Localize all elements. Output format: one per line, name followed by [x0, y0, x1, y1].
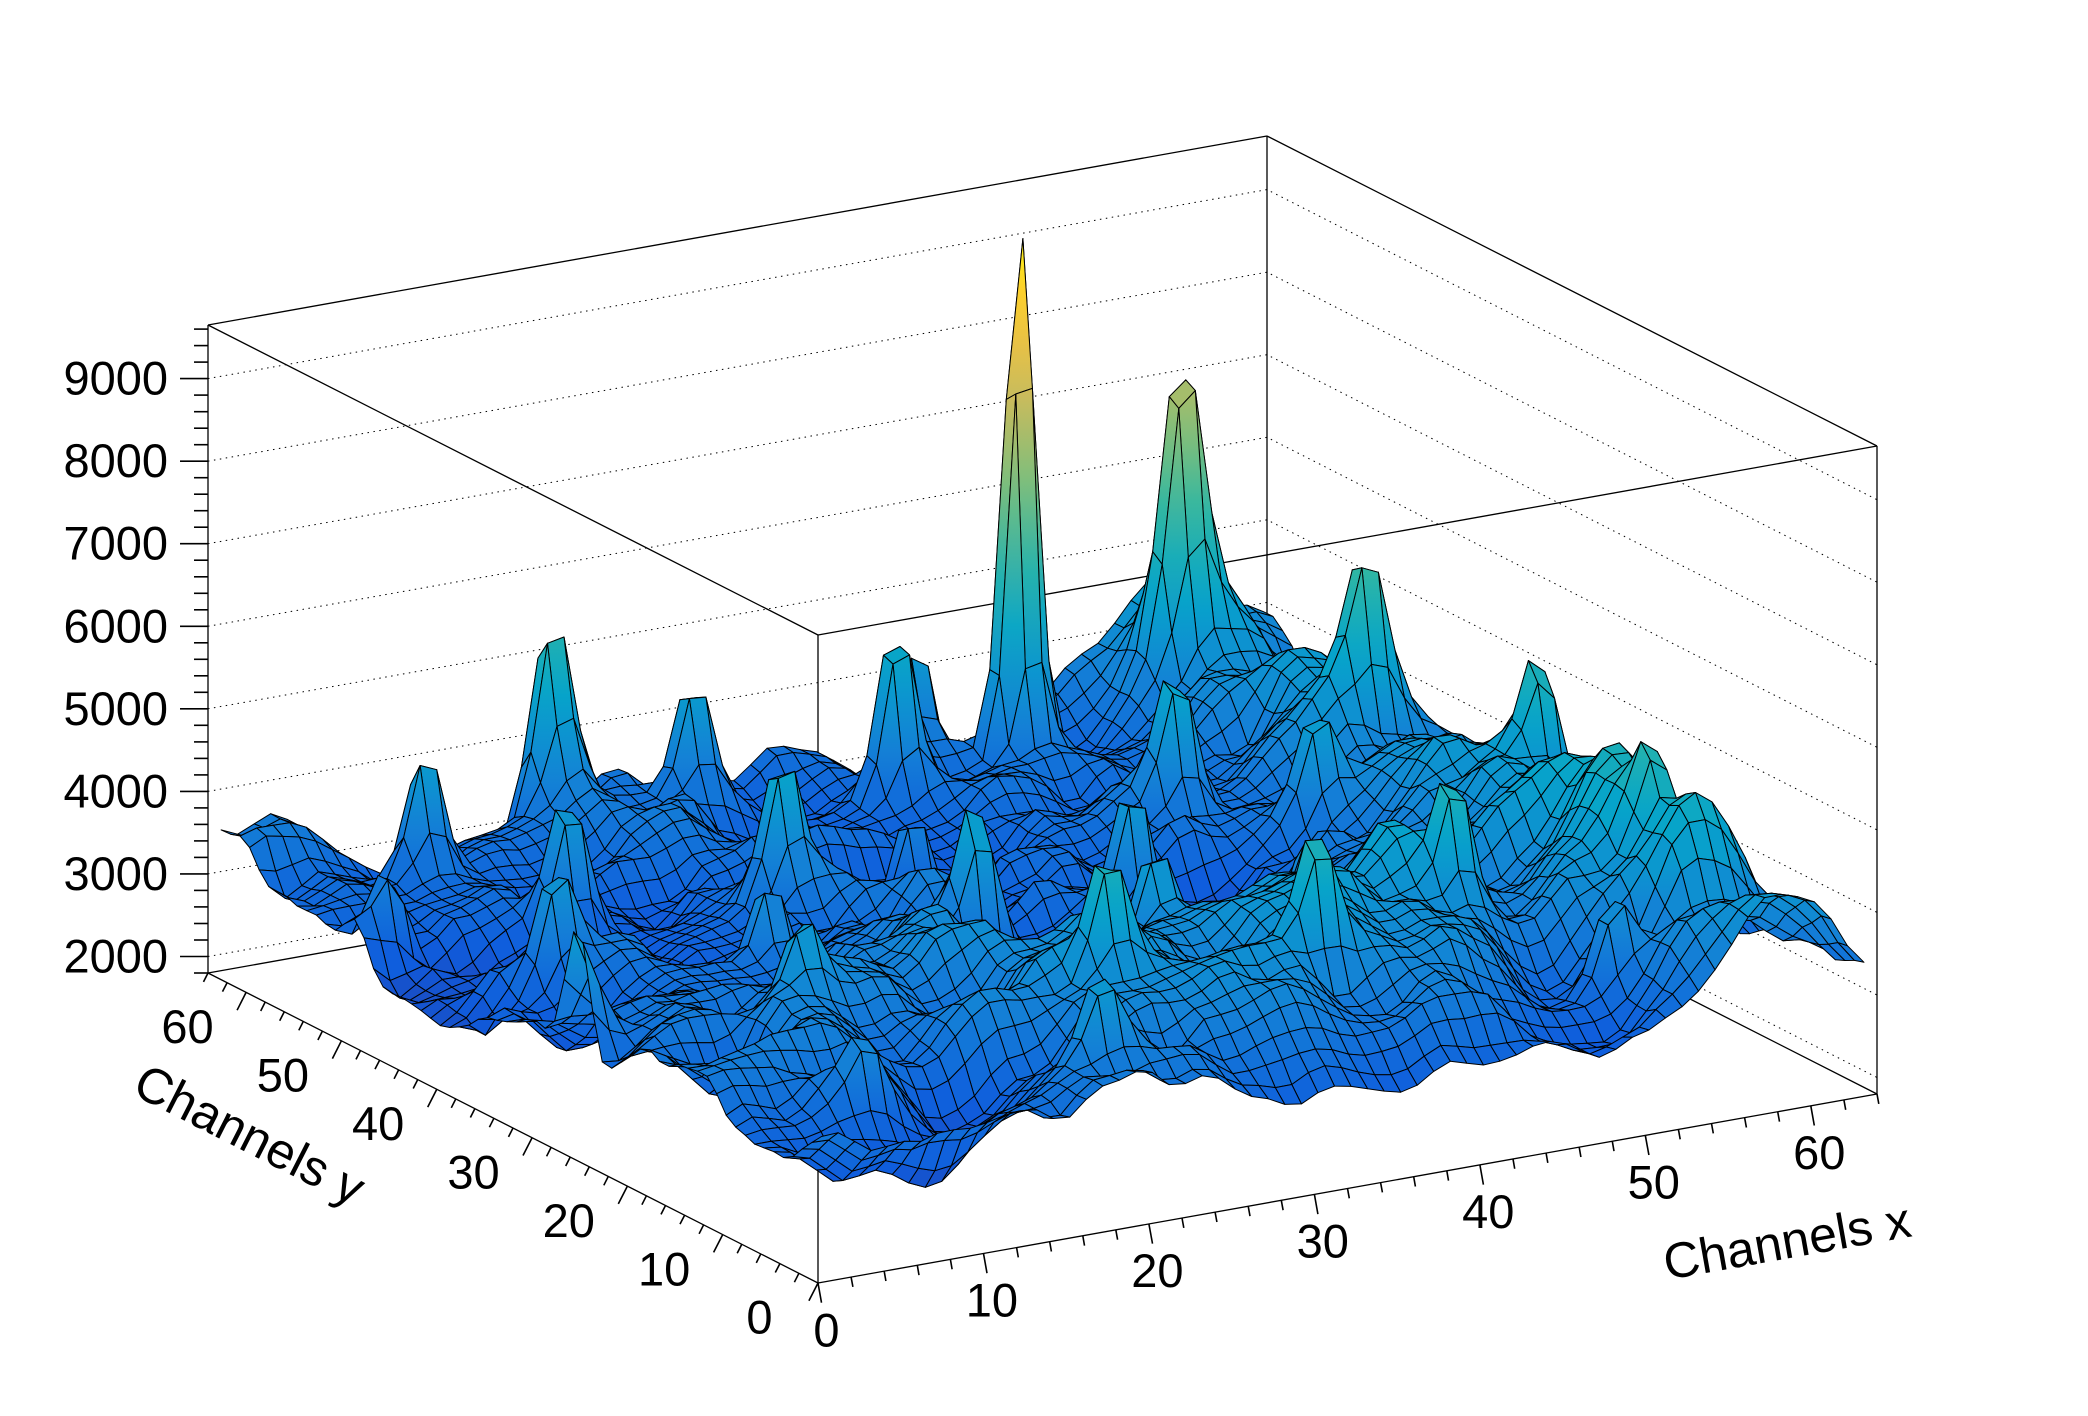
z-tick-label: 8000 — [63, 434, 168, 487]
y-tick-label: 30 — [447, 1145, 499, 1198]
z-tick-label: 5000 — [63, 682, 168, 735]
z-tick-label: 3000 — [63, 847, 168, 900]
x-tick-label: 0 — [813, 1303, 839, 1356]
x-tick-label: 30 — [1297, 1215, 1349, 1268]
z-tick-label: 9000 — [63, 352, 168, 405]
x-tick-label: 20 — [1131, 1244, 1183, 1297]
y-tick-label: 20 — [543, 1194, 595, 1247]
x-tick-label: 60 — [1793, 1126, 1845, 1179]
z-axis: 2000 3000 4000 5000 6000 7000 8000 9000 — [63, 325, 209, 983]
y-tick-label: 40 — [352, 1097, 404, 1150]
x-tick-label: 40 — [1462, 1185, 1514, 1238]
z-tick-label: 4000 — [63, 764, 168, 817]
z-tick-label: 2000 — [63, 930, 168, 983]
surface-mesh — [220, 238, 1865, 1188]
x-axis-title: Channels x — [1659, 1192, 1915, 1291]
x-tick-label: 50 — [1628, 1156, 1680, 1209]
y-tick-label: 0 — [746, 1291, 772, 1344]
y-tick-label: 10 — [638, 1242, 690, 1295]
y-tick-label: 60 — [161, 1000, 213, 1053]
x-tick-label: 10 — [966, 1274, 1018, 1327]
z-tick-label: 6000 — [63, 599, 168, 652]
y-tick-label: 50 — [257, 1049, 309, 1102]
z-tick-label: 7000 — [63, 517, 168, 570]
y-axis-title: Channels y — [126, 1053, 374, 1216]
